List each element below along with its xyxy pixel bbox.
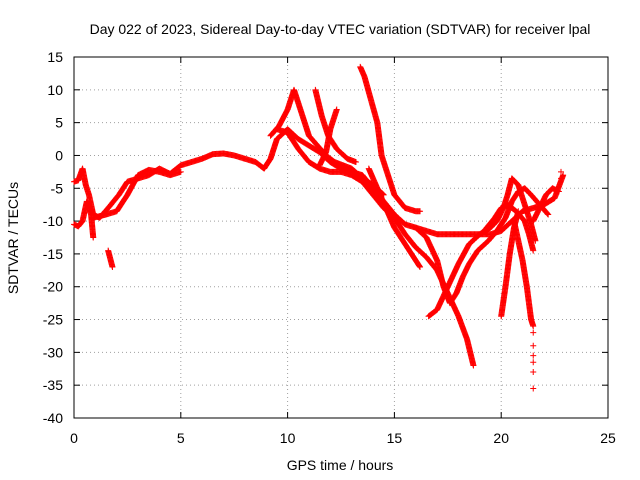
y-tick-label: -25 <box>43 312 63 328</box>
data-point <box>417 208 424 215</box>
data-point <box>90 234 97 241</box>
axes: 0 5 10 15 20 25 -40 -35 -30 -25 -20 -15 -10 -5 0 5 10 15 <box>43 49 616 446</box>
y-tick-label: -15 <box>43 246 63 262</box>
data-point <box>316 162 323 169</box>
data-point <box>416 263 423 270</box>
data-series <box>71 63 562 369</box>
plot-frame <box>73 56 609 419</box>
data-point <box>352 159 359 166</box>
data-series <box>530 168 565 392</box>
data-point <box>177 168 184 175</box>
data-point <box>530 359 537 366</box>
data-point <box>530 342 537 349</box>
data-point <box>470 362 477 369</box>
data-point <box>558 168 565 175</box>
y-tick-label: -30 <box>43 344 63 360</box>
data-series <box>71 126 567 238</box>
y-tick-label: -10 <box>43 213 63 229</box>
data-point <box>544 210 551 217</box>
y-tick-label: 0 <box>55 147 63 163</box>
x-tick-label: 0 <box>70 430 78 446</box>
data-point <box>530 352 537 359</box>
y-tick-label: 15 <box>47 49 63 65</box>
data-point <box>417 264 424 271</box>
data-point <box>530 323 537 330</box>
data-point <box>555 188 562 195</box>
data-point <box>543 210 550 217</box>
x-tick-label: 15 <box>387 430 403 446</box>
x-tick-label: 25 <box>600 430 616 446</box>
y-tick-label: 5 <box>55 115 63 131</box>
data-points <box>71 63 567 392</box>
data-point <box>545 211 552 218</box>
x-tick-label: 10 <box>280 430 296 446</box>
data-point <box>558 175 565 182</box>
y-tick-label: -35 <box>43 377 63 393</box>
data-point <box>530 329 537 336</box>
x-axis-label: GPS time / hours <box>287 457 394 473</box>
data-point <box>530 385 537 392</box>
data-point <box>109 264 116 271</box>
data-point <box>515 208 522 215</box>
data-point <box>530 369 537 376</box>
x-tick-label: 5 <box>177 430 185 446</box>
data-point <box>530 247 537 254</box>
y-axis-label: SDTVAR / TECUs <box>5 182 21 294</box>
y-tick-label: -20 <box>43 279 63 295</box>
x-tick-label: 20 <box>493 430 509 446</box>
chart-title: Day 022 of 2023, Sidereal Day-to-day VTE… <box>90 21 591 37</box>
y-tick-label: 10 <box>47 82 63 98</box>
data-point <box>560 172 567 179</box>
y-tick-label: -5 <box>51 180 64 196</box>
y-tick-label: -40 <box>43 410 63 426</box>
